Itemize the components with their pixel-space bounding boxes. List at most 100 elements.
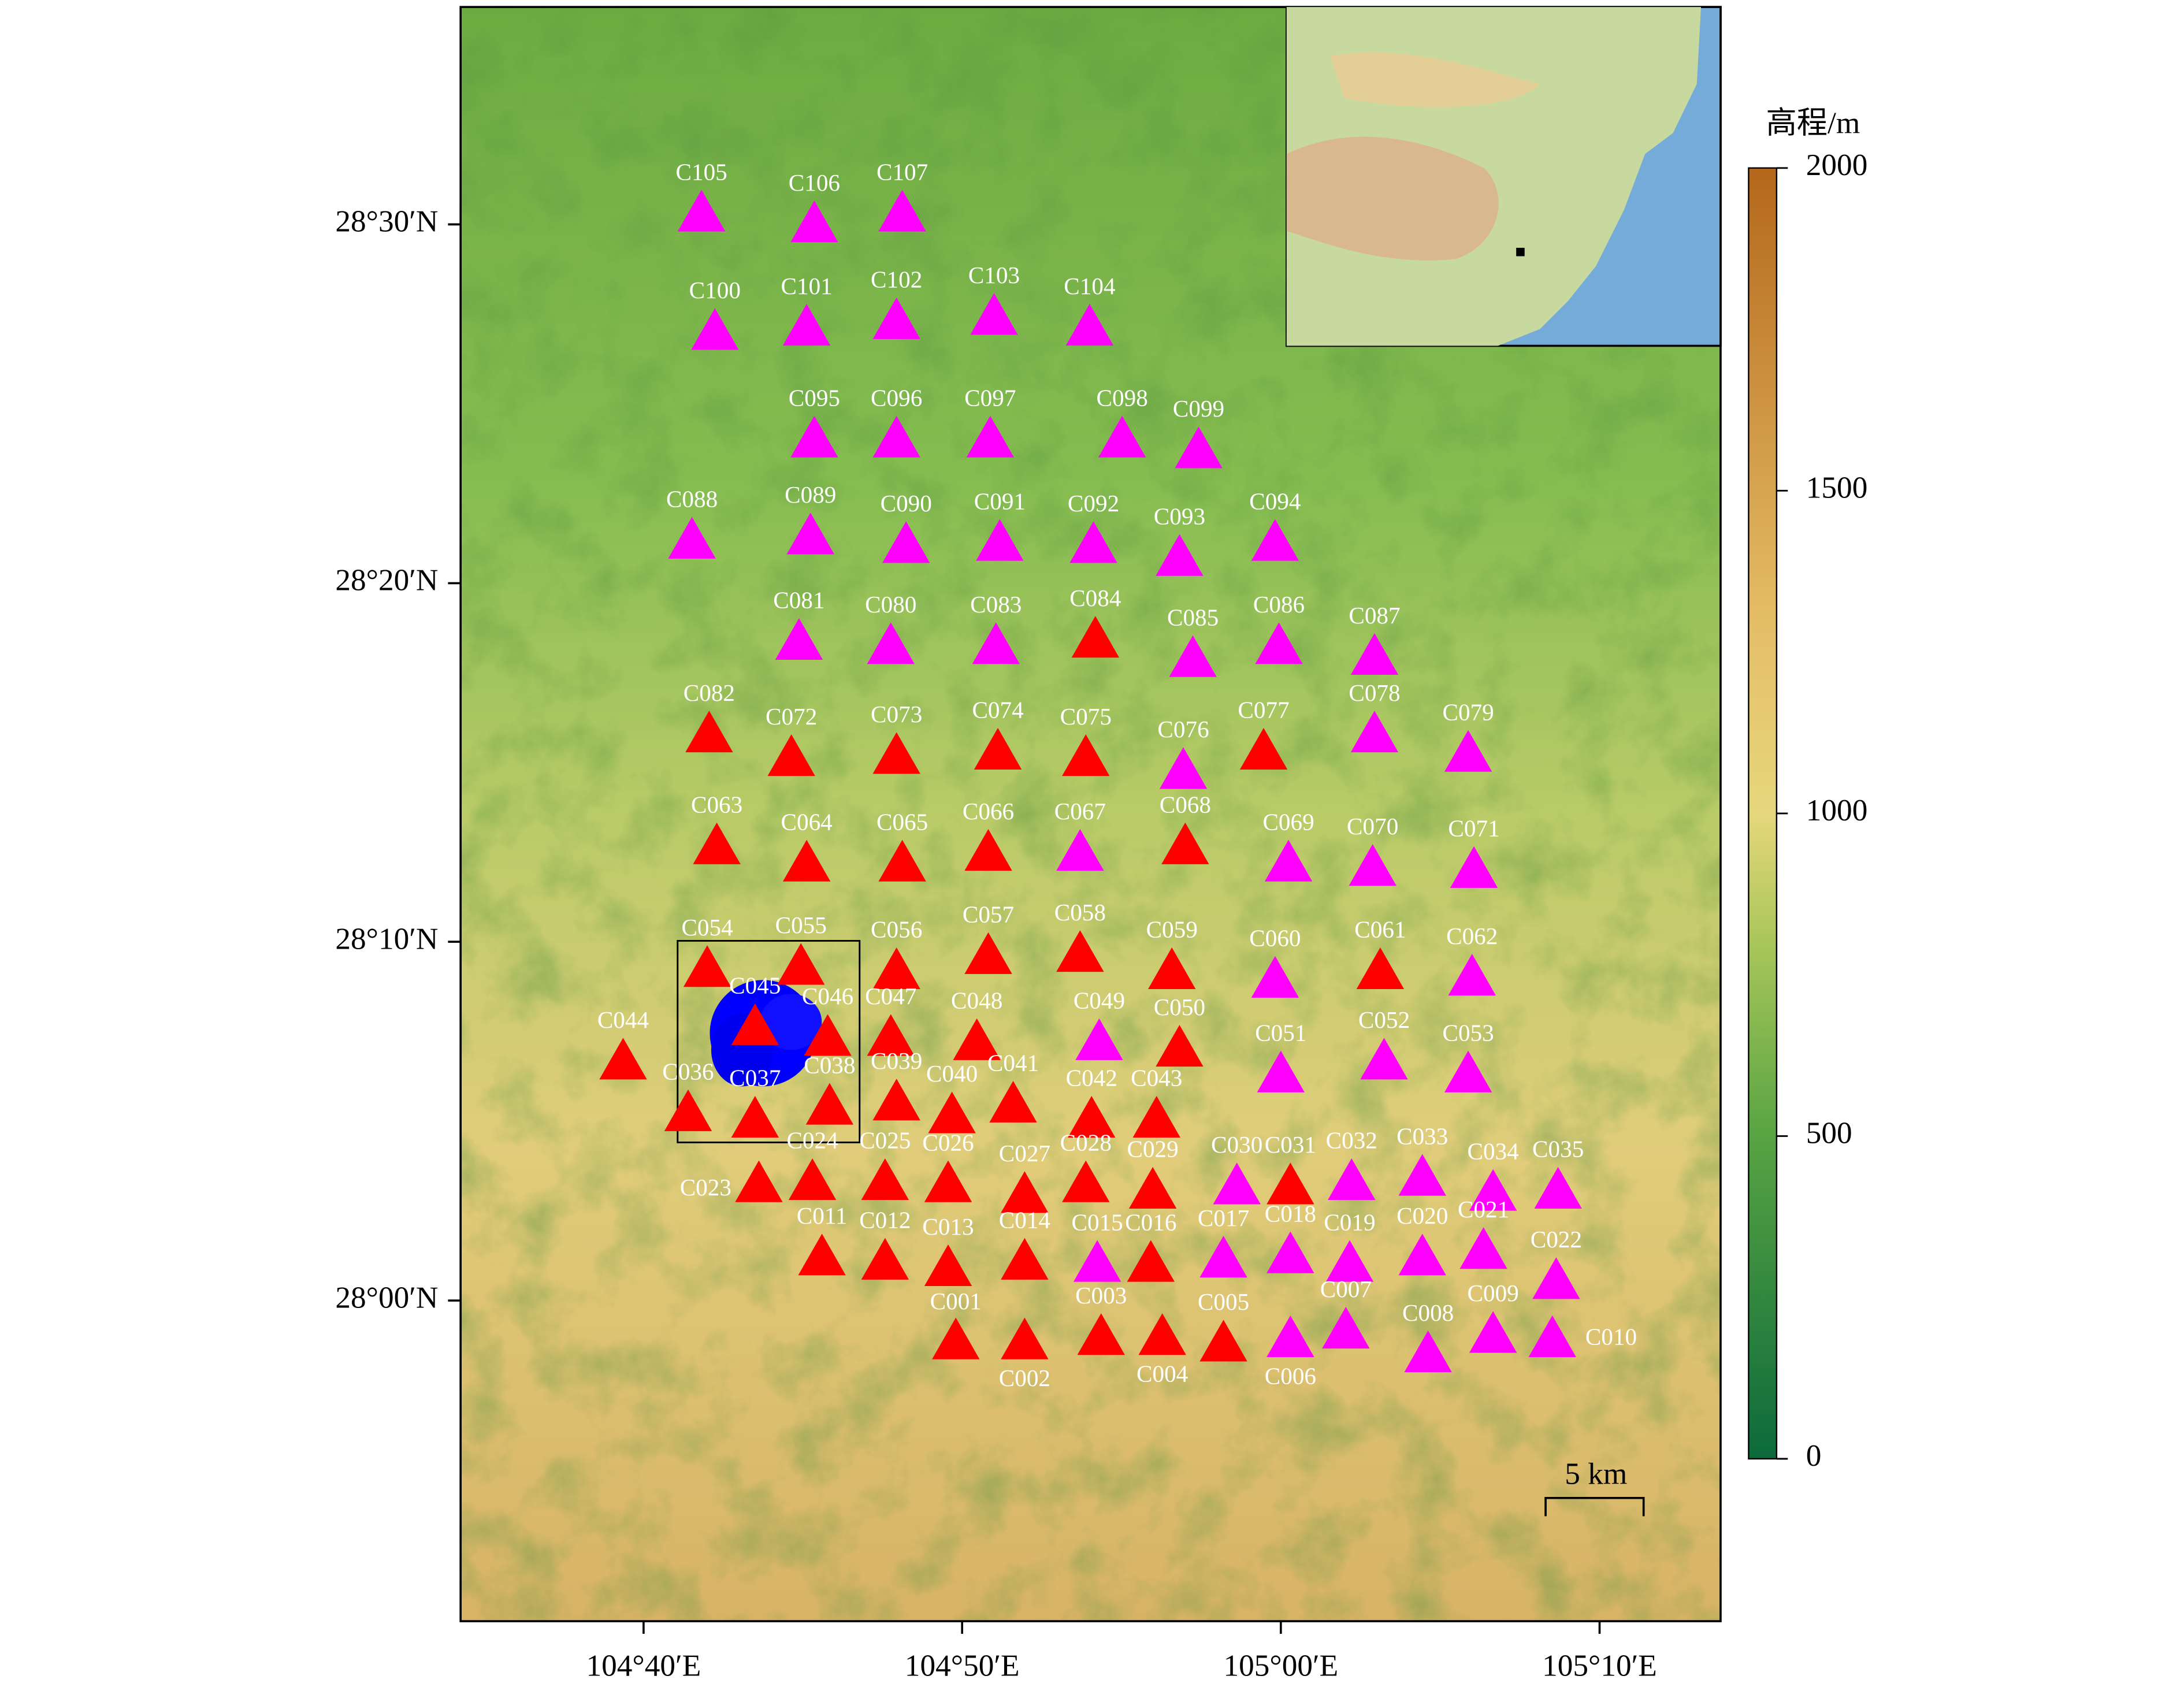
station-marker [1127,1240,1175,1282]
station-label: C016 [1125,1209,1176,1235]
station-marker [882,521,930,563]
station-marker [1071,616,1120,658]
station-label: C032 [1326,1127,1377,1154]
station-label: C052 [1358,1006,1410,1033]
station-label: C013 [922,1213,974,1240]
station-label: C042 [1066,1065,1117,1091]
station-marker [777,943,825,985]
station-marker [1062,734,1110,776]
station-label: C087 [1349,602,1400,629]
station-label: C081 [773,587,824,614]
colorbar-tick-label: 1500 [1806,471,1868,505]
y-tick-label: 28°30′N [335,205,438,239]
station-marker [1156,534,1204,576]
station-marker [976,519,1024,561]
station-marker [1128,1166,1177,1209]
station-marker [989,1080,1037,1123]
station-marker [1469,1311,1517,1353]
station-label: C045 [729,972,781,999]
station-marker [1001,1317,1049,1359]
station-label: C080 [865,591,916,618]
station-marker [1444,1050,1492,1093]
station-label: C028 [1060,1129,1112,1155]
station-label: C038 [804,1051,855,1078]
station-marker [1077,1313,1125,1355]
station-label: C094 [1249,488,1301,514]
station-label: C055 [775,912,827,938]
station-label: C097 [964,385,1016,411]
station-label: C070 [1347,813,1398,839]
station-marker [683,945,731,987]
station-marker [974,727,1022,770]
station-marker [1239,727,1288,770]
station-label: C096 [871,385,922,411]
station-label: C056 [871,916,922,943]
station-label: C072 [766,703,817,730]
station-label: C062 [1446,923,1498,949]
station-label: C104 [1064,273,1115,299]
station-marker [924,1244,972,1287]
colorbar-title: 高程/m [1766,106,1860,140]
station-label: C088 [666,486,718,512]
station-marker [790,200,838,243]
station-label: C003 [1075,1282,1127,1309]
station-marker [1398,1233,1446,1276]
station-label: C053 [1443,1019,1494,1046]
station-label: C034 [1468,1138,1519,1164]
station-marker [1448,954,1496,996]
station-marker [1068,1095,1116,1138]
station-marker [790,415,838,458]
station-label: C067 [1054,798,1106,824]
station-label: C007 [1320,1276,1372,1302]
station-label: C107 [876,158,928,185]
station-label: C091 [974,488,1026,514]
station-marker [1356,947,1405,989]
station-label: C011 [797,1202,848,1229]
station-marker [872,947,920,989]
station-label: C024 [786,1127,838,1154]
station-marker [1056,930,1104,972]
station-marker [928,1091,976,1134]
station-label: C015 [1072,1209,1123,1235]
station-marker [1450,846,1498,888]
station-marker [972,622,1020,664]
station-marker [878,839,926,882]
station-label: C086 [1253,591,1305,618]
station-marker [1532,1257,1580,1299]
station-label: C021 [1458,1196,1509,1222]
station-marker [1255,622,1303,664]
station-marker [731,1095,779,1138]
station-label: C064 [781,808,833,835]
station-label: C012 [859,1207,911,1233]
station-marker [1360,1038,1408,1080]
station-marker [798,1233,846,1276]
station-label: C102 [871,266,922,293]
station-marker [1469,1169,1517,1211]
station-marker [1156,1024,1204,1067]
y-tick-label: 28°20′N [335,563,438,597]
station-marker [1138,1313,1186,1355]
station-label: C040 [926,1060,978,1087]
station-label: C041 [987,1050,1039,1076]
station-label: C030 [1211,1131,1262,1158]
station-label: C093 [1154,503,1205,529]
colorbar-tick-label: 2000 [1806,148,1868,182]
station-marker [693,822,741,864]
station-marker [872,415,920,458]
station-marker [964,828,1012,871]
station-marker [1325,1240,1374,1282]
station-marker [970,293,1018,335]
station-marker [1148,947,1196,989]
scale-label: 5 km [1565,1457,1627,1491]
station-marker [1257,1050,1305,1093]
station-label: C035 [1532,1136,1584,1162]
station-marker [1199,1236,1247,1278]
station-marker [1075,1018,1123,1060]
station-label: C078 [1349,679,1400,706]
station-label: C101 [781,273,833,299]
x-tick-label: 104°40′E [586,1649,701,1683]
station-label: C092 [1068,490,1119,516]
station-label: C082 [684,679,735,706]
station-marker [804,1014,852,1056]
